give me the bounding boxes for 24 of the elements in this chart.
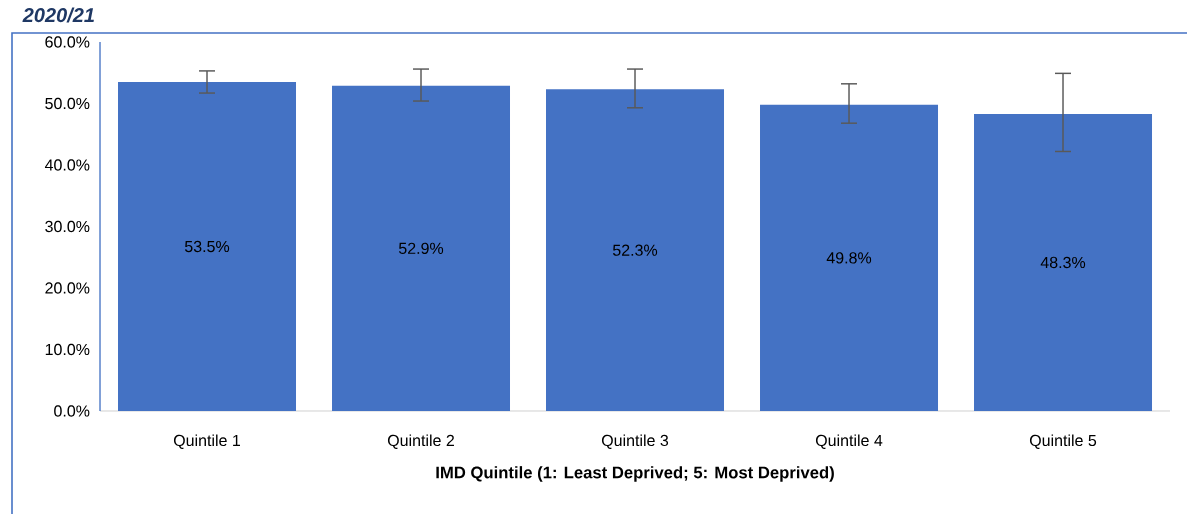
data-label: 52.9% <box>398 242 444 254</box>
chart-title: 2020/21 <box>22 7 94 23</box>
x-tick-label: Quintile 1 <box>173 434 240 449</box>
bar <box>974 113 1153 411</box>
y-tick-label: 20.0% <box>45 282 90 294</box>
x-axis-title: IMD Quintile (1: Least Deprived; 5: Most Deprived) <box>436 466 834 482</box>
bar <box>760 104 939 411</box>
y-tick-label: 40.0% <box>44 159 90 171</box>
y-tick-label: 10.0% <box>45 343 90 356</box>
y-tick-label: 30.0% <box>45 220 90 233</box>
y-tick-label: 60.0% <box>45 36 90 48</box>
x-tick-label: Quintile 2 <box>387 434 454 449</box>
x-tick-label: Quintile 3 <box>601 434 669 449</box>
data-label: 52.3% <box>612 244 658 256</box>
bar <box>118 81 296 411</box>
bar <box>546 89 725 411</box>
data-label: 49.8% <box>826 252 872 264</box>
x-tick-label: Quintile 4 <box>815 434 883 449</box>
bar <box>332 85 511 411</box>
x-tick-label: Quintile 5 <box>1029 434 1097 449</box>
y-tick-label: 50.0% <box>45 97 90 110</box>
y-tick-label: 0.0% <box>54 405 90 417</box>
data-label: 48.3% <box>1040 256 1086 269</box>
data-label: 53.5% <box>184 240 230 253</box>
